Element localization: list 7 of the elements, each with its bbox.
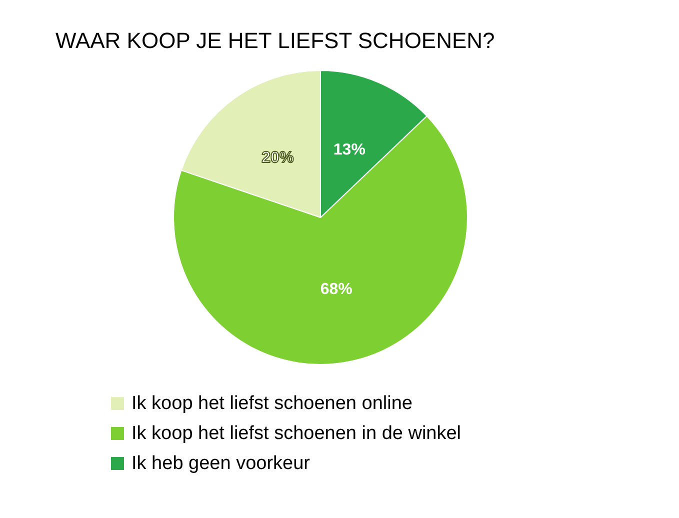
legend-label: Ik koop het liefst schoenen in de winkel [132, 423, 462, 444]
data-label: 20% [262, 149, 294, 166]
legend-label: Ik heb geen voorkeur [132, 453, 311, 474]
legend-label: Ik koop het liefst schoenen online [132, 393, 412, 414]
data-label: 68% [320, 280, 352, 298]
chart-title: WAAR KOOP JE HET LIEFST SCHOENEN? [56, 28, 495, 53]
data-label: 13% [333, 141, 366, 158]
